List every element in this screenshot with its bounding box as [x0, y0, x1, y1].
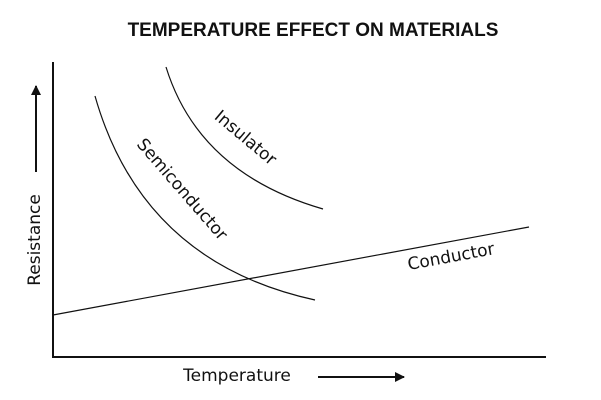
- series-label-conductor: Conductor: [406, 239, 496, 275]
- series-line-semiconductor: [94, 95, 316, 301]
- series-line-conductor: [52, 226, 530, 316]
- chart-title: TEMPERATURE EFFECT ON MATERIALS: [128, 20, 499, 41]
- series-line-insulator: [165, 66, 324, 210]
- series-label-insulator: Insulator: [210, 107, 280, 170]
- y-axis-label: Resistance: [25, 194, 45, 286]
- x-axis-label: Temperature: [182, 366, 291, 386]
